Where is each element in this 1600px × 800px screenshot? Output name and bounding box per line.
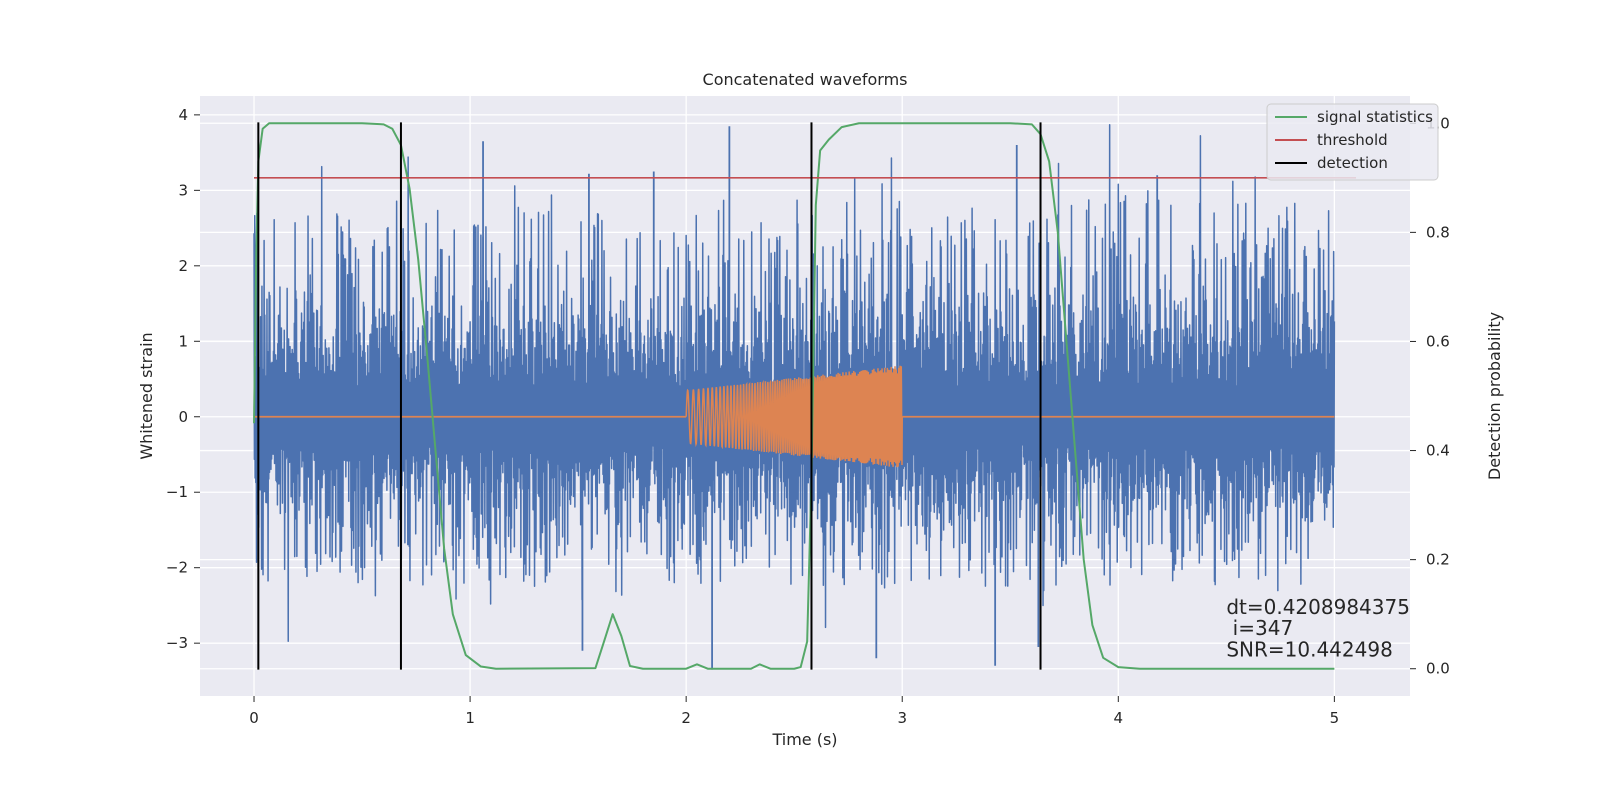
series-strain <box>253 124 1336 670</box>
template-chirp <box>685 365 903 468</box>
series-signal-statistics <box>253 122 1335 670</box>
y-tick-label: −3 <box>166 634 188 652</box>
series-template <box>254 365 1335 468</box>
x-tick-label: 5 <box>1330 709 1340 727</box>
y-tick-label: −2 <box>166 559 188 577</box>
legend-label: signal statistics <box>1317 108 1433 126</box>
legend: signal statistics threshold detection <box>1266 103 1439 181</box>
legend-label: detection <box>1317 154 1388 172</box>
x-tick-label: 0 <box>249 709 259 727</box>
x-tick-label: 1 <box>465 709 475 727</box>
x-axis-label: Time (s) <box>771 730 837 749</box>
y-right-tick-label: 0.8 <box>1426 223 1450 241</box>
legend-box <box>1266 103 1439 181</box>
y-tick-label: 4 <box>178 106 188 124</box>
x-tick-label: 3 <box>897 709 907 727</box>
legend-label: threshold <box>1317 131 1388 149</box>
y-tick-label: 3 <box>178 181 188 199</box>
y-axis-label-right: Detection probability <box>1485 312 1504 480</box>
chart-title: Concatenated waveforms <box>703 70 908 89</box>
y-axis-label: Whitened strain <box>137 332 156 459</box>
annotation-0: dt=0.4208984375 <box>1226 595 1410 619</box>
x-tick-label: 2 <box>681 709 691 727</box>
strain-line <box>253 124 1336 643</box>
y-tick-label: 1 <box>178 332 188 350</box>
y-tick-label: −1 <box>166 483 188 501</box>
y-right-tick-label: 0.2 <box>1426 551 1450 569</box>
y-right-tick-label: 0.6 <box>1426 332 1450 350</box>
annotation-1: i=347 <box>1226 616 1293 640</box>
y-right-tick-label: 0.0 <box>1426 660 1450 678</box>
y-tick-label: 2 <box>178 257 188 275</box>
annotation-2: SNR=10.442498 <box>1226 638 1392 662</box>
y-right-tick-label: 0.4 <box>1426 442 1450 460</box>
x-tick-label: 4 <box>1114 709 1124 727</box>
y-tick-label: 0 <box>178 408 188 426</box>
